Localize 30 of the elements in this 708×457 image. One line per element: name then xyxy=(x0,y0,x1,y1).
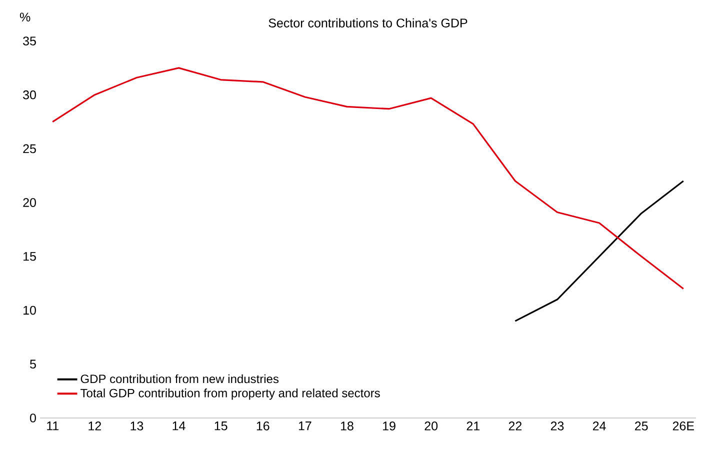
x-tick-label: 24 xyxy=(592,422,606,430)
line-series xyxy=(52,67,684,290)
legend-label: GDP contribution from new industries xyxy=(80,374,279,384)
y-tick-label: 15 xyxy=(24,252,36,261)
y-tick-label: 25 xyxy=(23,144,36,154)
legend-label: Total GDP contribution from property and related sectors xyxy=(80,388,380,400)
x-tick-label: 11 xyxy=(47,422,58,430)
x-tick-label: 19 xyxy=(383,422,396,430)
y-tick-label: 0 xyxy=(30,414,36,422)
x-tick-label: 18 xyxy=(340,422,354,430)
y-tick-label: 5 xyxy=(30,360,36,369)
x-tick-label: 14 xyxy=(172,422,186,430)
x-tick-label: 21 xyxy=(466,422,480,430)
y-tick-label: 35 xyxy=(23,36,36,46)
y-tick-label: 20 xyxy=(23,198,36,207)
y-tick-label: 10 xyxy=(24,306,36,315)
y-axis-title: % xyxy=(20,12,30,22)
x-tick-label: 20 xyxy=(424,422,438,430)
x-tick-label: 16 xyxy=(256,422,270,430)
x-tick-label: 23 xyxy=(550,422,564,430)
x-tick-label: 12 xyxy=(88,422,101,430)
x-tick-label: 15 xyxy=(214,422,228,430)
line-series xyxy=(514,180,684,322)
chart-title: Sector contributions to China's GDP xyxy=(268,18,468,28)
x-tick-label: 26E xyxy=(672,422,694,430)
x-tick-label: 17 xyxy=(298,422,312,430)
y-tick-label: 30 xyxy=(23,90,36,100)
x-tick-label: 25 xyxy=(635,422,648,430)
x-tick-label: 22 xyxy=(508,422,522,430)
x-tick-label: 13 xyxy=(130,422,144,430)
